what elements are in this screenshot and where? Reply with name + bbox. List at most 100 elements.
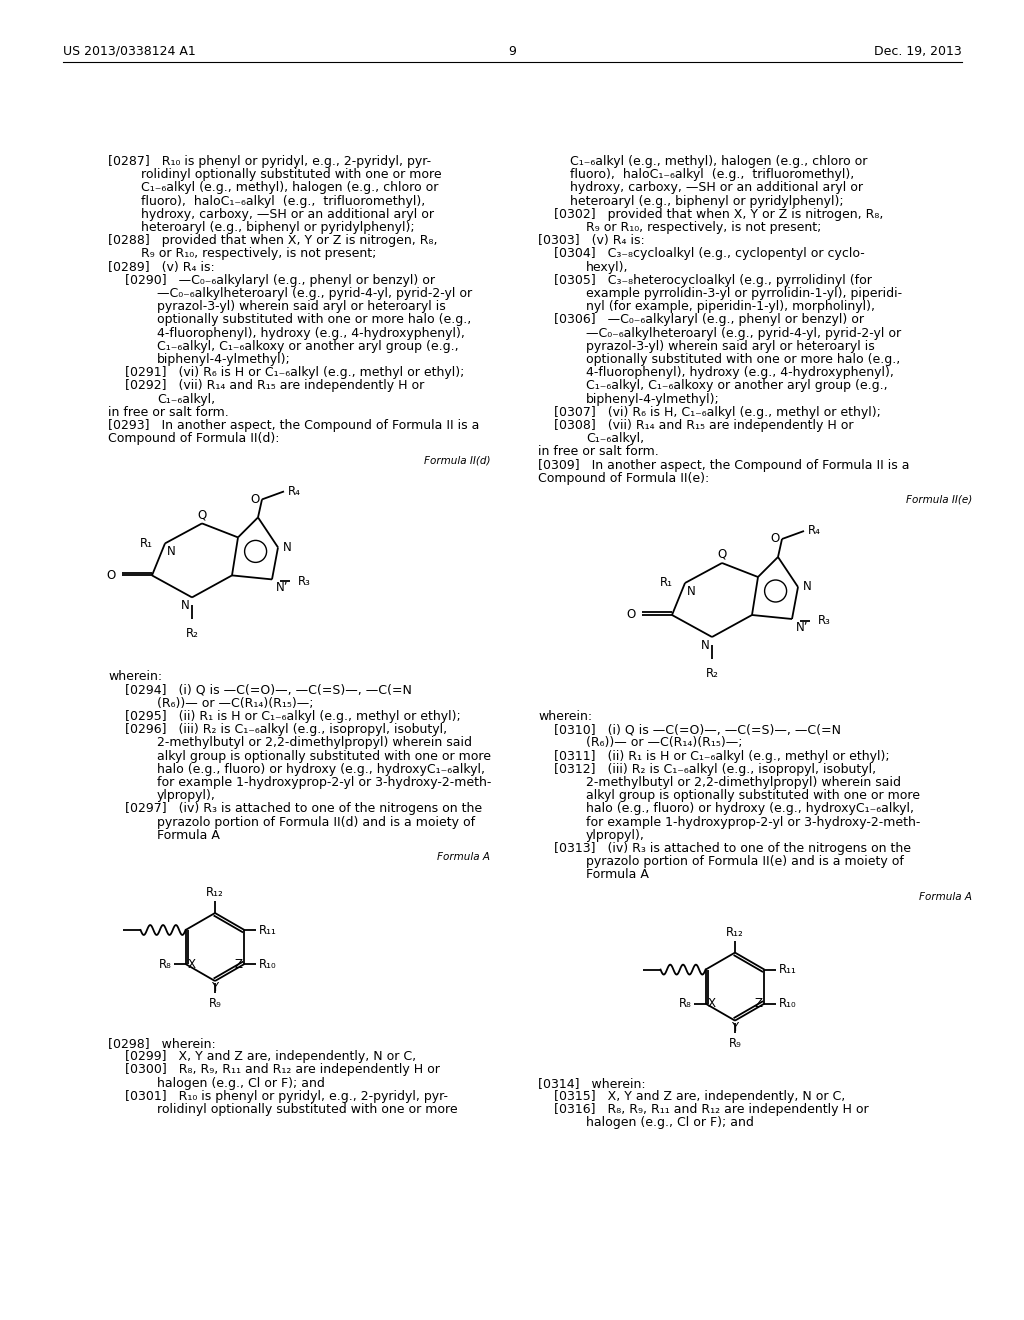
Text: [0293]   In another aspect, the Compound of Formula II is a: [0293] In another aspect, the Compound o… <box>108 418 479 432</box>
Text: C₁₋₆alkyl (e.g., methyl), halogen (e.g., chloro or: C₁₋₆alkyl (e.g., methyl), halogen (e.g.,… <box>141 181 438 194</box>
Text: N: N <box>803 581 812 594</box>
Text: rolidinyl optionally substituted with one or more: rolidinyl optionally substituted with on… <box>141 168 441 181</box>
Text: 4-fluorophenyl), hydroxy (e.g., 4-hydroxyphenyl),: 4-fluorophenyl), hydroxy (e.g., 4-hydrox… <box>586 366 894 379</box>
Text: N: N <box>283 541 292 554</box>
Text: [0314]   wherein:: [0314] wherein: <box>538 1077 645 1089</box>
Text: [0313]   (iv) R₃ is attached to one of the nitrogens on the: [0313] (iv) R₃ is attached to one of the… <box>554 842 911 855</box>
Text: [0297]   (iv) R₃ is attached to one of the nitrogens on the: [0297] (iv) R₃ is attached to one of the… <box>125 803 482 816</box>
Text: R₃: R₃ <box>818 615 830 627</box>
Text: [0294]   (i) Q is —C(=O)—, —C(=S)—, —C(=N: [0294] (i) Q is —C(=O)—, —C(=S)—, —C(=N <box>125 684 412 697</box>
Text: R₁₀: R₁₀ <box>258 957 276 970</box>
Text: [0315]   X, Y and Z are, independently, N or C,: [0315] X, Y and Z are, independently, N … <box>554 1090 845 1102</box>
Text: N’: N’ <box>796 620 809 634</box>
Text: halogen (e.g., Cl or F); and: halogen (e.g., Cl or F); and <box>586 1117 754 1129</box>
Text: X: X <box>187 957 196 970</box>
Text: Formula A: Formula A <box>437 851 490 862</box>
Text: [0308]   (vii) R₁₄ and R₁₅ are independently H or: [0308] (vii) R₁₄ and R₁₅ are independent… <box>554 418 853 432</box>
Text: R₁₁: R₁₁ <box>778 964 797 975</box>
Text: R₁₀: R₁₀ <box>778 997 796 1010</box>
Text: N: N <box>701 639 710 652</box>
Text: [0304]   C₃₋₈cycloalkyl (e.g., cyclopentyl or cyclo-: [0304] C₃₋₈cycloalkyl (e.g., cyclopentyl… <box>554 247 864 260</box>
Text: hydroxy, carboxy, —SH or an additional aryl or: hydroxy, carboxy, —SH or an additional a… <box>141 207 434 220</box>
Text: C₁₋₆alkyl,: C₁₋₆alkyl, <box>157 392 215 405</box>
Text: heteroaryl (e.g., biphenyl or pyridylphenyl);: heteroaryl (e.g., biphenyl or pyridylphe… <box>141 220 415 234</box>
Text: [0295]   (ii) R₁ is H or C₁₋₆alkyl (e.g., methyl or ethyl);: [0295] (ii) R₁ is H or C₁₋₆alkyl (e.g., … <box>125 710 461 723</box>
Text: R₄: R₄ <box>808 524 821 537</box>
Text: N: N <box>687 585 695 598</box>
Text: [0301]   R₁₀ is phenyl or pyridyl, e.g., 2-pyridyl, pyr-: [0301] R₁₀ is phenyl or pyridyl, e.g., 2… <box>125 1090 449 1102</box>
Text: Formula A: Formula A <box>586 869 649 882</box>
Text: N’: N’ <box>276 581 289 594</box>
Text: O: O <box>251 492 260 506</box>
Text: —C₀₋₆alkylheteroaryl (e.g., pyrid-4-yl, pyrid-2-yl or: —C₀₋₆alkylheteroaryl (e.g., pyrid-4-yl, … <box>157 286 472 300</box>
Text: [0296]   (iii) R₂ is C₁₋₆alkyl (e.g., isopropyl, isobutyl,: [0296] (iii) R₂ is C₁₋₆alkyl (e.g., isop… <box>125 723 447 737</box>
Text: Y: Y <box>211 981 218 994</box>
Text: hydroxy, carboxy, —SH or an additional aryl or: hydroxy, carboxy, —SH or an additional a… <box>570 181 863 194</box>
Text: [0309]   In another aspect, the Compound of Formula II is a: [0309] In another aspect, the Compound o… <box>538 458 909 471</box>
Text: R₁₁: R₁₁ <box>258 924 276 936</box>
Text: pyrazol-3-yl) wherein said aryl or heteroaryl is: pyrazol-3-yl) wherein said aryl or heter… <box>586 339 874 352</box>
Text: [0316]   R₈, R₉, R₁₁ and R₁₂ are independently H or: [0316] R₈, R₉, R₁₁ and R₁₂ are independe… <box>554 1104 868 1115</box>
Text: N: N <box>181 599 190 612</box>
Text: nyl (for example, piperidin-1-yl), morpholinyl),: nyl (for example, piperidin-1-yl), morph… <box>586 300 874 313</box>
Text: pyrazol-3-yl) wherein said aryl or heteroaryl is: pyrazol-3-yl) wherein said aryl or heter… <box>157 300 445 313</box>
Text: optionally substituted with one or more halo (e.g.,: optionally substituted with one or more … <box>157 313 471 326</box>
Text: R₁: R₁ <box>140 537 153 550</box>
Text: halo (e.g., fluoro) or hydroxy (e.g., hydroxyC₁₋₆alkyl,: halo (e.g., fluoro) or hydroxy (e.g., hy… <box>157 763 485 776</box>
Text: Compound of Formula II(d):: Compound of Formula II(d): <box>108 432 280 445</box>
Text: [0310]   (i) Q is —C(=O)—, —C(=S)—, —C(=N: [0310] (i) Q is —C(=O)—, —C(=S)—, —C(=N <box>554 723 841 737</box>
Text: ylpropyl),: ylpropyl), <box>157 789 216 803</box>
Text: [0288]   provided that when X, Y or Z is nitrogen, R₈,: [0288] provided that when X, Y or Z is n… <box>108 234 437 247</box>
Text: [0306]   —C₀₋₆alkylaryl (e.g., phenyl or benzyl) or: [0306] —C₀₋₆alkylaryl (e.g., phenyl or b… <box>554 313 864 326</box>
Text: R₉ or R₁₀, respectively, is not present;: R₉ or R₁₀, respectively, is not present; <box>586 220 821 234</box>
Text: [0307]   (vi) R₆ is H, C₁₋₆alkyl (e.g., methyl or ethyl);: [0307] (vi) R₆ is H, C₁₋₆alkyl (e.g., me… <box>554 405 881 418</box>
Text: wherein:: wherein: <box>538 710 592 723</box>
Text: X: X <box>708 997 716 1010</box>
Text: in free or salt form.: in free or salt form. <box>538 445 658 458</box>
Text: Z: Z <box>755 997 763 1010</box>
Text: example pyrrolidin-3-yl or pyrrolidin-1-yl), piperidi-: example pyrrolidin-3-yl or pyrrolidin-1-… <box>586 286 902 300</box>
Text: O: O <box>771 532 780 545</box>
Text: —C₀₋₆alkylheteroaryl (e.g., pyrid-4-yl, pyrid-2-yl or: —C₀₋₆alkylheteroaryl (e.g., pyrid-4-yl, … <box>586 326 901 339</box>
Text: C₁₋₆alkyl, C₁₋₆alkoxy or another aryl group (e.g.,: C₁₋₆alkyl, C₁₋₆alkoxy or another aryl gr… <box>586 379 888 392</box>
Text: [0289]   (v) R₄ is:: [0289] (v) R₄ is: <box>108 260 215 273</box>
Text: R₈: R₈ <box>679 997 691 1010</box>
Text: R₁₂: R₁₂ <box>726 925 743 939</box>
Text: [0292]   (vii) R₁₄ and R₁₅ are independently H or: [0292] (vii) R₁₄ and R₁₅ are independent… <box>125 379 424 392</box>
Text: [0287]   R₁₀ is phenyl or pyridyl, e.g., 2-pyridyl, pyr-: [0287] R₁₀ is phenyl or pyridyl, e.g., 2… <box>108 154 431 168</box>
Text: [0303]   (v) R₄ is:: [0303] (v) R₄ is: <box>538 234 645 247</box>
Text: O: O <box>106 569 116 582</box>
Text: [0311]   (ii) R₁ is H or C₁₋₆alkyl (e.g., methyl or ethyl);: [0311] (ii) R₁ is H or C₁₋₆alkyl (e.g., … <box>554 750 890 763</box>
Text: Y: Y <box>731 1020 738 1034</box>
Text: O: O <box>627 609 636 622</box>
Text: R₄: R₄ <box>288 484 301 498</box>
Text: (R₆))— or —C(R₁₄)(R₁₅)—;: (R₆))— or —C(R₁₄)(R₁₅)—; <box>586 737 742 750</box>
Text: hexyl),: hexyl), <box>586 260 629 273</box>
Text: fluoro),  haloC₁₋₆alkyl  (e.g.,  trifluoromethyl),: fluoro), haloC₁₋₆alkyl (e.g., trifluorom… <box>570 168 854 181</box>
Text: R₂: R₂ <box>706 667 719 680</box>
Text: fluoro),  haloC₁₋₆alkyl  (e.g.,  trifluoromethyl),: fluoro), haloC₁₋₆alkyl (e.g., trifluorom… <box>141 194 425 207</box>
Text: [0291]   (vi) R₆ is H or C₁₋₆alkyl (e.g., methyl or ethyl);: [0291] (vi) R₆ is H or C₁₋₆alkyl (e.g., … <box>125 366 464 379</box>
Text: halo (e.g., fluoro) or hydroxy (e.g., hydroxyC₁₋₆alkyl,: halo (e.g., fluoro) or hydroxy (e.g., hy… <box>586 803 914 816</box>
Text: R₉: R₉ <box>728 1036 741 1049</box>
Text: for example 1-hydroxyprop-2-yl or 3-hydroxy-2-meth-: for example 1-hydroxyprop-2-yl or 3-hydr… <box>586 816 921 829</box>
Text: US 2013/0338124 A1: US 2013/0338124 A1 <box>63 45 196 58</box>
Text: Dec. 19, 2013: Dec. 19, 2013 <box>874 45 962 58</box>
Text: heteroaryl (e.g., biphenyl or pyridylphenyl);: heteroaryl (e.g., biphenyl or pyridylphe… <box>570 194 844 207</box>
Text: optionally substituted with one or more halo (e.g.,: optionally substituted with one or more … <box>586 352 900 366</box>
Text: R₂: R₂ <box>185 627 199 640</box>
Text: Q: Q <box>198 508 207 521</box>
Text: Formula II(d): Formula II(d) <box>424 455 490 466</box>
Text: Q: Q <box>718 548 727 561</box>
Text: alkyl group is optionally substituted with one or more: alkyl group is optionally substituted wi… <box>157 750 490 763</box>
Text: ylpropyl),: ylpropyl), <box>586 829 645 842</box>
Text: (R₆))— or —C(R₁₄)(R₁₅)—;: (R₆))— or —C(R₁₄)(R₁₅)—; <box>157 697 313 710</box>
Text: [0300]   R₈, R₉, R₁₁ and R₁₂ are independently H or: [0300] R₈, R₉, R₁₁ and R₁₂ are independe… <box>125 1064 440 1076</box>
Text: for example 1-hydroxyprop-2-yl or 3-hydroxy-2-meth-: for example 1-hydroxyprop-2-yl or 3-hydr… <box>157 776 492 789</box>
Text: 2-methylbutyl or 2,2-dimethylpropyl) wherein said: 2-methylbutyl or 2,2-dimethylpropyl) whe… <box>586 776 901 789</box>
Text: [0290]   —C₀₋₆alkylaryl (e.g., phenyl or benzyl) or: [0290] —C₀₋₆alkylaryl (e.g., phenyl or b… <box>125 273 435 286</box>
Text: in free or salt form.: in free or salt form. <box>108 405 228 418</box>
Text: pyrazolo portion of Formula II(d) and is a moiety of: pyrazolo portion of Formula II(d) and is… <box>157 816 475 829</box>
Text: alkyl group is optionally substituted with one or more: alkyl group is optionally substituted wi… <box>586 789 920 803</box>
Text: rolidinyl optionally substituted with one or more: rolidinyl optionally substituted with on… <box>157 1104 458 1115</box>
